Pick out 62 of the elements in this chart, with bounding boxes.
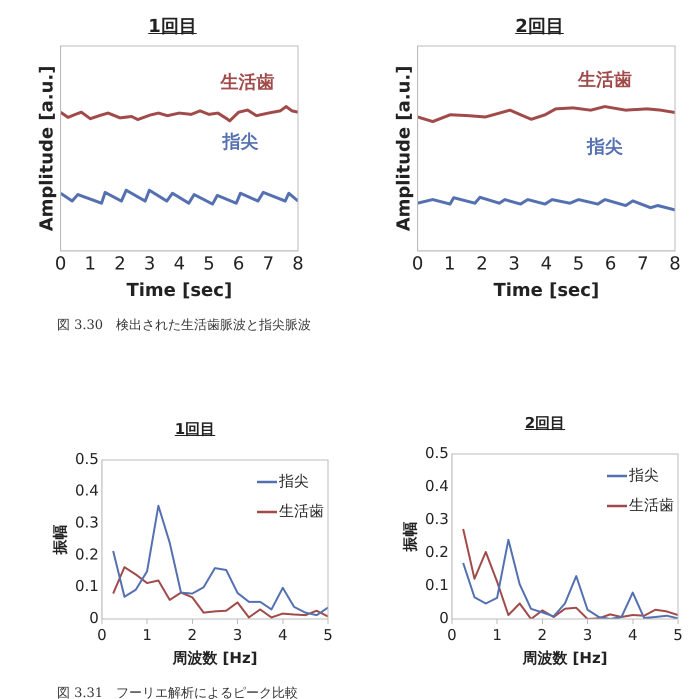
y-axis-title: 振幅 [50, 524, 69, 556]
y-axis-title: Amplitude [a.u.] [393, 66, 414, 232]
legend-label: 生活歯 [279, 502, 324, 520]
chart-title: 2回目 [514, 15, 565, 38]
x-tick-label: 7 [637, 253, 649, 274]
legend-label: 生活歯 [629, 496, 674, 514]
x-tick-label: 3 [508, 253, 520, 274]
y-tick-label: 0.4 [74, 482, 99, 500]
x-axis-title: 周波数 [Hz] [521, 648, 608, 667]
text: 指尖 [221, 132, 258, 153]
x-tick-label: 5 [203, 253, 215, 274]
y-tick-label: 0.5 [74, 450, 99, 468]
x-tick-label: 0 [412, 253, 424, 274]
y-tick-label: 0.2 [74, 545, 99, 564]
chart-title: 1回目 [174, 420, 216, 439]
x-tick-label: 6 [232, 253, 244, 274]
caption: 図 3.30 検出された生活歯脈波と指尖脈波 [57, 317, 312, 334]
x-tick-label: 5 [572, 253, 584, 274]
y-tick-label: 0.1 [74, 577, 99, 596]
x-tick-label: 8 [292, 253, 304, 274]
y-tick-label: 0.3 [74, 513, 99, 532]
x-tick-label: 4 [174, 253, 186, 274]
x-tick-label: 2 [114, 253, 126, 274]
x-tick-label: 3 [582, 626, 592, 644]
y-tick-label: 0.1 [424, 576, 449, 594]
y-tick-label: 0.5 [424, 444, 449, 462]
x-tick-label: 2 [188, 626, 198, 644]
legend-label: 指尖 [628, 466, 659, 484]
y-tick-label: 0.2 [424, 542, 449, 561]
series-label: 生活歯 [220, 72, 275, 93]
y-tick-label: 0.4 [424, 476, 449, 495]
x-tick-label: 4 [278, 626, 288, 644]
x-tick-label: 6 [604, 253, 616, 274]
y-tick-label: 0 [89, 608, 99, 627]
x-tick-label: 1 [444, 253, 456, 274]
y-axis-title: Amplitude [a.u.] [36, 66, 58, 232]
chart-title: 1回目 [147, 15, 198, 38]
y-tick-label: 0 [439, 608, 449, 627]
x-tick-label: 4 [628, 626, 638, 644]
x-axis-title: Time [sec] [126, 280, 232, 301]
x-tick-label: 3 [144, 253, 156, 274]
y-tick-label: 0.3 [424, 510, 449, 528]
x-tick-label: 4 [540, 253, 552, 274]
x-tick-label: 1 [492, 626, 502, 644]
x-tick-label: 5 [673, 626, 683, 644]
text: 指尖 [586, 136, 623, 158]
caption: 図 3.31 フーリエ解析によるピーク比較 [57, 685, 298, 699]
legend-label: 指尖 [278, 472, 309, 490]
x-tick-label: 2 [476, 253, 488, 274]
x-tick-label: 5 [323, 626, 333, 644]
x-tick-label: 7 [262, 253, 274, 274]
x-axis-title: Time [sec] [493, 280, 600, 301]
x-tick-label: 3 [232, 626, 242, 644]
x-tick-label: 2 [538, 626, 548, 644]
chart-title: 2回目 [524, 414, 566, 433]
series-label: 生活歯 [576, 69, 632, 90]
x-tick-label: 8 [669, 253, 681, 274]
x-tick-label: 1 [142, 626, 152, 644]
x-tick-label: 0 [54, 253, 66, 274]
x-tick-label: 1 [84, 253, 96, 274]
x-axis-title: 周波数 [Hz] [171, 648, 258, 667]
y-axis-title: 振幅 [400, 522, 419, 552]
